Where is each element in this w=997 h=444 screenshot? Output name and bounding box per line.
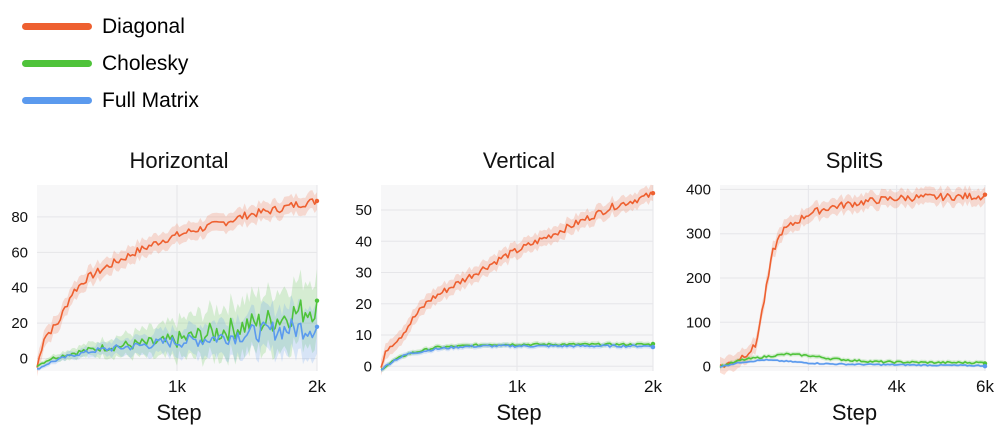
y-tick-label: 300 [686,226,711,243]
legend-swatch-cholesky [22,60,92,67]
series-end-point [982,364,988,369]
series-band-diagonal [381,184,653,376]
x-axis-label: Step [156,400,201,425]
series-end-point [650,341,656,347]
series-line-cholesky [36,299,318,368]
x-tick-label: 2k [799,377,817,396]
x-tick-label: 1k [508,377,526,396]
series-line-cholesky [381,342,654,370]
y-tick-label: 40 [11,280,28,297]
legend-label: Full Matrix [102,88,199,112]
legend-label: Diagonal [102,14,185,38]
series-band-cholesky [37,268,317,369]
y-tick-label: 200 [686,270,711,287]
y-tick-label: 0 [703,359,711,376]
y-tick-label: 0 [364,358,372,375]
x-tick-label: 1k [168,377,186,396]
legend-swatch-full-matrix [22,97,92,104]
series-line-diagonal [380,191,654,368]
series-end-point [982,192,988,197]
chart-title: Horizontal [129,148,228,173]
series-band-diagonal [37,190,317,377]
y-tick-label: 0 [20,351,28,368]
x-axis-label: Step [832,400,877,425]
y-tick-label: 50 [355,202,372,219]
series-band-full-matrix [381,342,653,373]
series-end-point [314,324,320,329]
legend-item-diagonal: Diagonal [22,8,199,45]
series-line-diagonal [719,192,986,368]
legend-label: Cholesky [102,51,189,75]
y-tick-label: 400 [686,181,711,198]
series-end-point [314,298,320,303]
series-band-diagonal [720,185,985,375]
y-tick-label: 80 [11,209,28,226]
y-tick-label: 30 [355,265,372,282]
legend-item-full-matrix: Full Matrix [22,82,199,119]
series-end-point [650,191,656,196]
y-tick-label: 60 [11,244,28,261]
series-line-full-matrix [36,318,318,370]
x-axis-label: Step [496,400,541,425]
chart-vertical: Vertical 0 10 20 30 40 50 1k 2k Step [355,148,662,425]
x-tick-label: 4k [888,377,906,396]
series-line-cholesky [719,352,986,369]
chart-title: Vertical [483,148,555,173]
y-tick-label: 20 [355,296,372,313]
legend-item-cholesky: Cholesky [22,45,199,82]
x-tick-label: 2k [308,377,326,396]
series-end-point [650,344,656,350]
chart-horizontal: Horizontal 0 20 40 60 80 1k 2k Step [11,148,326,425]
legend: Diagonal Cholesky Full Matrix [22,8,199,119]
y-tick-label: 10 [355,327,372,344]
series-line-full-matrix [719,358,986,368]
legend-swatch-diagonal [22,23,92,30]
chart-splits: SplitS 0 100 200 300 400 2k 4k 6k Step [686,148,995,425]
chart-title: SplitS [826,148,883,173]
series-end-point [314,198,320,204]
y-tick-label: 20 [11,315,28,332]
series-line-diagonal [36,198,318,368]
series-band-full-matrix [37,295,317,371]
y-tick-label: 40 [355,233,372,250]
y-tick-label: 100 [686,314,711,331]
series-line-full-matrix [380,344,654,371]
x-tick-label: 6k [976,377,994,396]
x-tick-label: 2k [644,377,662,396]
